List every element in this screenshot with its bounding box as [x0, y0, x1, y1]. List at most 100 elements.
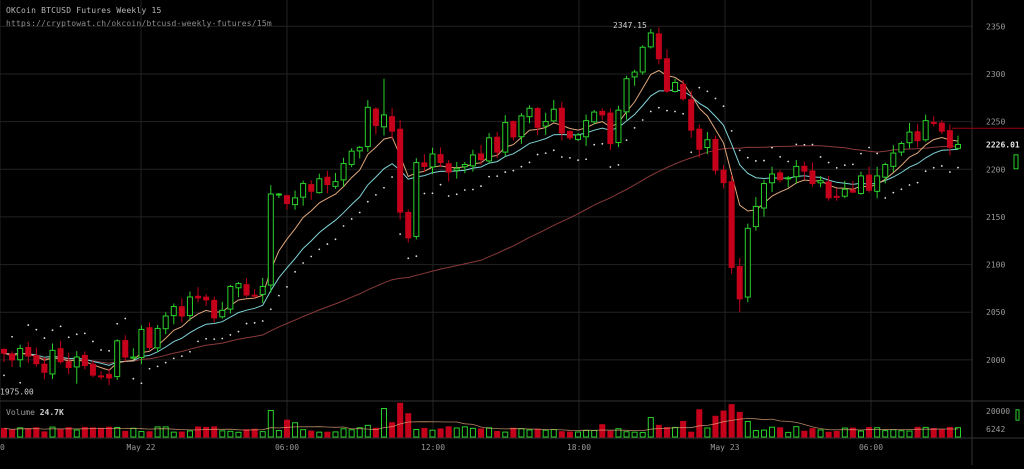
candle-down	[372, 108, 379, 126]
candle-down	[712, 138, 719, 171]
candle-up	[550, 108, 557, 122]
sar-dot	[868, 146, 870, 149]
volume-bar	[324, 431, 331, 438]
candle-down	[866, 174, 873, 191]
volume-bar	[526, 429, 533, 438]
candle-up	[461, 163, 468, 168]
volume-bar	[421, 427, 428, 438]
sar-dot	[342, 225, 345, 227]
sar-dot	[674, 110, 676, 113]
sar-dot	[463, 189, 466, 191]
volume-bar	[332, 431, 339, 438]
volume-bar	[178, 431, 185, 438]
volume-bar	[283, 419, 290, 438]
sar-dot	[27, 324, 30, 326]
candle-down	[809, 170, 816, 185]
volume-bar	[49, 426, 56, 438]
volume-bar	[558, 431, 565, 438]
sar-dot	[520, 165, 523, 168]
price-tick-label: 2100	[986, 261, 1005, 270]
volume-bar	[890, 429, 897, 438]
sar-dot	[431, 192, 434, 195]
candle-up	[672, 82, 679, 92]
volume-bar	[154, 426, 161, 438]
volume-bar	[130, 427, 137, 438]
volume-bar	[25, 428, 32, 438]
candle-down	[946, 130, 953, 148]
sar-dot	[504, 171, 507, 173]
sar-dot	[197, 340, 199, 343]
volume-bar	[801, 430, 808, 438]
sar-dot	[383, 186, 385, 189]
sar-dot	[496, 175, 499, 178]
candle-down	[736, 266, 743, 300]
volume-bar	[575, 431, 582, 438]
sar-dot	[512, 169, 515, 172]
candle-down	[41, 363, 48, 373]
volume-bar	[663, 427, 670, 438]
volume-bar	[437, 428, 444, 438]
ema-fast-line	[3, 69, 959, 371]
candle-up	[486, 137, 493, 162]
sar-dot	[884, 197, 887, 199]
candle-down	[720, 169, 727, 184]
sar-dot	[601, 142, 604, 145]
chart-url[interactable]: https://cryptowat.ch/okcoin/btcusd-weekl…	[6, 19, 272, 28]
low-price-label: 1975.00	[0, 388, 34, 397]
volume-bar	[874, 427, 881, 438]
sar-dot	[374, 193, 377, 196]
candle-up	[898, 143, 905, 153]
price-tick-label: 2150	[986, 213, 1005, 222]
sar-dot	[916, 181, 919, 184]
volume-bar	[946, 426, 953, 438]
sar-dot	[657, 106, 660, 109]
volume-value: 24.7K	[40, 408, 64, 417]
sar-dot	[156, 365, 159, 368]
volume-bar	[413, 428, 420, 438]
volume-bar	[308, 430, 315, 438]
sar-dot	[399, 233, 402, 236]
sar-dot	[641, 119, 644, 121]
candle-down	[178, 306, 185, 317]
candle-down	[405, 211, 412, 239]
candle-down	[825, 181, 832, 199]
volume-label: Volume 24.7K	[6, 408, 64, 417]
candle-up	[138, 328, 145, 359]
candle-up	[760, 183, 767, 209]
candle-up	[348, 150, 355, 165]
candle-up	[332, 181, 339, 187]
sar-dot	[108, 349, 111, 352]
candle-up	[130, 356, 137, 359]
chart-title: OKCoin BTCUSD Futures Weekly 15	[6, 6, 162, 15]
candle-down	[243, 284, 250, 296]
volume-bar	[300, 429, 307, 438]
sar-dot	[83, 332, 86, 335]
sar-dot	[835, 166, 838, 169]
volume-bar	[882, 430, 889, 438]
candle-up	[17, 347, 24, 361]
sar-dot	[690, 151, 693, 154]
sar-dot	[245, 322, 248, 325]
candle-up	[874, 175, 881, 192]
sar-dot	[140, 382, 143, 385]
price-tick-label: 2000	[986, 356, 1005, 365]
candle-down	[33, 355, 40, 365]
edge-volume-marker	[1015, 409, 1020, 421]
sar-dot	[722, 105, 725, 108]
volume-ma-line	[3, 418, 958, 432]
sar-dot	[940, 165, 943, 167]
sar-dot	[827, 161, 830, 164]
sar-dot	[957, 166, 959, 169]
sar-dot	[851, 163, 854, 166]
sar-dot	[593, 143, 596, 146]
sar-dot	[164, 361, 167, 364]
candle-up	[300, 183, 307, 198]
sar-dot	[811, 143, 814, 146]
candle-down	[146, 327, 153, 348]
candle-down	[930, 121, 937, 125]
volume-bar	[825, 431, 832, 438]
volume-bar	[502, 431, 509, 438]
sar-dot	[698, 86, 701, 89]
